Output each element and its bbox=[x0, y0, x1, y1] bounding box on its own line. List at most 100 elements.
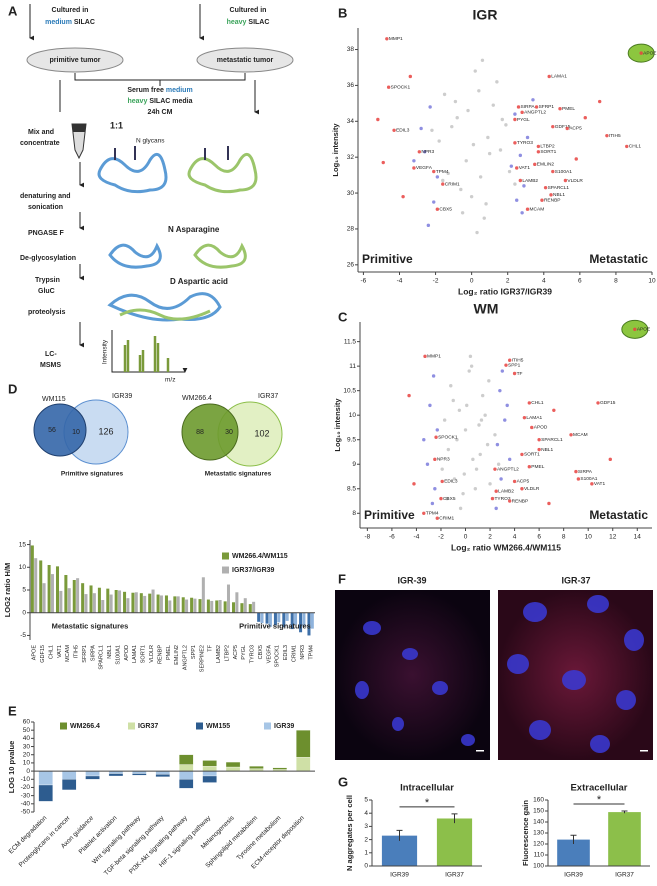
bar bbox=[608, 812, 641, 866]
bar bbox=[134, 592, 138, 613]
point bbox=[520, 487, 524, 491]
step-text: denaturing and bbox=[20, 193, 71, 200]
point bbox=[450, 124, 454, 129]
y-axis-label: Fluorescence gain bbox=[521, 800, 530, 866]
legend-swatch bbox=[128, 722, 135, 730]
point bbox=[552, 408, 556, 412]
bar bbox=[39, 560, 43, 613]
y-tick-label: 10 bbox=[23, 760, 31, 767]
point bbox=[446, 171, 450, 176]
y-tick-label: 20 bbox=[23, 751, 31, 758]
bar bbox=[307, 612, 311, 636]
point bbox=[488, 482, 492, 486]
point bbox=[551, 169, 555, 174]
axis-label: m/z bbox=[165, 377, 175, 384]
point bbox=[484, 202, 488, 206]
bar-segment bbox=[179, 770, 194, 780]
legend-label: IGR37 bbox=[138, 723, 158, 730]
y-tick-label: 11 bbox=[349, 363, 356, 370]
x-tick-label: PMEL bbox=[166, 645, 172, 660]
point bbox=[500, 117, 504, 122]
bar bbox=[30, 545, 34, 613]
point-label: NPR3 bbox=[437, 457, 450, 463]
point bbox=[537, 447, 541, 452]
panel-letter: B bbox=[338, 5, 347, 20]
point bbox=[453, 99, 458, 104]
point bbox=[574, 469, 578, 474]
error-bar bbox=[396, 829, 403, 841]
point bbox=[549, 193, 553, 197]
point bbox=[435, 207, 440, 211]
bar-segment bbox=[61, 779, 77, 791]
point-label: EDIL3 bbox=[396, 128, 410, 134]
point bbox=[551, 124, 555, 129]
point bbox=[574, 157, 578, 161]
point bbox=[507, 169, 512, 174]
point-label: SORT1 bbox=[540, 149, 556, 155]
bar bbox=[193, 598, 197, 613]
y-tick-label: 110 bbox=[534, 852, 545, 859]
y-tick-label: 1 bbox=[364, 850, 368, 857]
venn-label: IGR39 bbox=[112, 393, 132, 400]
point bbox=[445, 496, 449, 501]
point bbox=[513, 141, 517, 145]
point-label: MCAM bbox=[530, 206, 545, 212]
point bbox=[478, 175, 483, 179]
bar bbox=[218, 600, 222, 613]
point-label: VEGFA bbox=[416, 165, 433, 171]
point-label: TF bbox=[517, 371, 523, 377]
point bbox=[558, 107, 562, 111]
y-tick-label: 9.5 bbox=[347, 436, 356, 443]
point bbox=[495, 80, 499, 84]
bar bbox=[156, 594, 160, 613]
point bbox=[432, 169, 436, 174]
point bbox=[490, 496, 495, 501]
protein bbox=[97, 152, 168, 194]
y-tick-label: 60 bbox=[23, 719, 31, 726]
bar bbox=[294, 612, 298, 625]
point bbox=[530, 425, 534, 430]
venn-count: 10 bbox=[72, 429, 80, 436]
point bbox=[463, 428, 468, 432]
point bbox=[518, 153, 523, 158]
bar bbox=[243, 598, 247, 613]
point bbox=[437, 139, 441, 143]
step-text: GluC bbox=[38, 288, 55, 295]
point-label: RENBP bbox=[512, 498, 529, 504]
ratio: 1:1 bbox=[110, 120, 123, 130]
point bbox=[507, 499, 512, 503]
x-tick-label: -8 bbox=[364, 534, 370, 541]
x-tick-label: IGR39 bbox=[564, 872, 583, 879]
point bbox=[435, 516, 439, 520]
point-label: SIRPA bbox=[521, 104, 536, 110]
chart: 0 1 2 3 4 5 N aggregates per cell IGR39 IGR37 * In… bbox=[345, 783, 482, 879]
point bbox=[457, 408, 462, 412]
point bbox=[512, 479, 517, 484]
bar-segment bbox=[202, 766, 217, 772]
point bbox=[513, 112, 517, 116]
bar bbox=[101, 600, 105, 613]
protein bbox=[187, 152, 258, 194]
bar bbox=[226, 584, 231, 613]
point bbox=[479, 418, 484, 422]
point-label: SPARCL1 bbox=[548, 185, 570, 191]
x-tick-label: 10 bbox=[648, 278, 656, 285]
x-tick-label: ANGPTL2 bbox=[183, 645, 189, 670]
x-tick-label: -6 bbox=[361, 278, 367, 285]
point-label: GDF15 bbox=[600, 400, 616, 406]
bar bbox=[97, 587, 101, 613]
point bbox=[482, 216, 486, 220]
image-label: IGR-37 bbox=[561, 575, 590, 585]
x-tick-label: 2 bbox=[488, 534, 492, 541]
label: medium bbox=[166, 87, 193, 94]
x-tick-label: LAMB2 bbox=[216, 645, 222, 663]
legend-swatch bbox=[222, 566, 229, 574]
point bbox=[462, 472, 466, 476]
glycan bbox=[114, 146, 229, 160]
y-tick-label: 26 bbox=[347, 262, 355, 269]
point bbox=[466, 108, 470, 113]
point-label: TYRO3 bbox=[495, 496, 511, 502]
point-label: ITIH5 bbox=[609, 133, 621, 139]
x-tick-label: 12 bbox=[609, 534, 617, 541]
bar bbox=[273, 612, 277, 626]
